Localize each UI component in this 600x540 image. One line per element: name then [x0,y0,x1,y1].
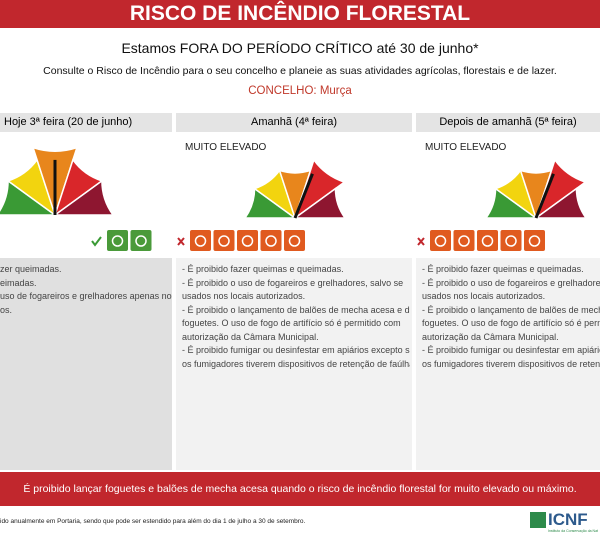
icon [260,230,282,251]
rule-line: os. [0,304,13,315]
icon [190,230,211,251]
icon-glyph [241,235,254,247]
rule-line: uso de fogareiros e grelhadores apenas n… [0,291,172,301]
icon-glyph [194,235,207,247]
column-body [176,258,412,470]
icon-glyph [481,235,494,247]
rule-line: os fumigadores tiverem dispositivos de r… [182,358,410,369]
rule-line: os fumigadores tiverem dispositivos de r… [422,358,600,369]
gauge-segment [292,187,347,219]
icon-glyph [218,235,230,247]
rule-line: - É proibido fazer queimas e queimadas. [182,264,344,274]
headline: Estamos FORA DO PERÍODO CRÍTICO até 30 d… [121,40,479,56]
icon [430,230,451,251]
icon-glyph [288,235,301,247]
rule-line: usados nos locais autorizados. [182,291,306,301]
rule-line: autorização da Câmara Municipal. [422,331,559,342]
rule-line: - É proibido o lançamento de balões de m… [182,304,410,315]
icon-glyph [505,235,517,247]
rule-line: - É proibido o uso de fogareiros e grelh… [422,277,600,288]
icon [130,230,152,251]
rule-line: foguetes. O uso de fogo de artifício só … [422,318,600,328]
rule-line: - É proibido o uso de fogareiros e grelh… [182,277,404,288]
footnote: ido anualmente em Portaria, sendo que po… [0,518,306,525]
cross-mark [177,237,185,246]
rule-line: - É proibido fazer queimas e queimadas. [422,264,584,274]
rule-line: eimadas. [0,277,37,288]
rules: - É proibido fazer queimas e queimadas. -… [182,263,410,371]
column-title: Amanhã (4ª feira) [176,113,412,132]
icon-glyph [265,235,277,247]
rule-line: zer queimadas. [0,264,62,274]
rule-line: - É proibido o lançamento de balões de m… [422,304,600,315]
gauge-segment [533,187,588,219]
icon-glyph [528,235,541,247]
banner: É proibido lançar foguetes e balões de m… [0,472,600,506]
icon [237,230,258,251]
rule-line: foguetes. O uso de fogo de artifício só … [182,318,401,328]
logo-mark [530,512,546,528]
column-title: Hoje 3ª feira (20 de junho) [0,113,172,132]
logo-subtitle: Instituto da Conservação da Natureza e d… [548,529,598,533]
icon [453,230,475,251]
gauge-segment [52,179,115,216]
gauge-needle [293,173,314,219]
logo-name: ICNF [548,510,588,529]
rule-line: usados nos locais autorizados. [422,291,546,301]
check-mark [91,236,102,247]
rule-line: autorização da Câmara Municipal. [182,331,319,342]
council-name: Murça [319,85,352,97]
rules: - É proibido fazer queimas e queimadas. -… [422,263,600,371]
icon [500,230,522,251]
icon [477,230,498,251]
risk-level: MUITO ELEVADO [185,142,267,153]
column-body [0,258,172,470]
icon-glyph [135,235,147,247]
icon-glyph [434,235,447,247]
rule-line: - É proibido fumigar ou desinfestar em a… [182,345,410,355]
header-title: RISCO DE INCÊNDIO FLORESTAL [0,0,600,28]
risk-level: MUITO ELEVADO [425,142,507,153]
icon [524,230,545,251]
icon [213,230,235,251]
icon [284,230,305,251]
icon-glyph [458,235,470,247]
rule-line: - É proibido fumigar ou desinfestar em a… [422,345,600,355]
cross-mark [417,237,425,246]
column-title: Depois de amanhã (5ª feira) [416,113,600,132]
intro-text: Consulte o Risco de Incêndio para o seu … [43,65,557,77]
rules: zer queimadas. eimadas. uso de fogareiros … [0,263,172,317]
gauge-needle [534,173,555,219]
council: CONCELHO: Murça [0,85,600,97]
column-body [416,258,600,470]
council-label: CONCELHO: [248,85,317,97]
icon [107,230,128,251]
icon-glyph [111,235,124,247]
